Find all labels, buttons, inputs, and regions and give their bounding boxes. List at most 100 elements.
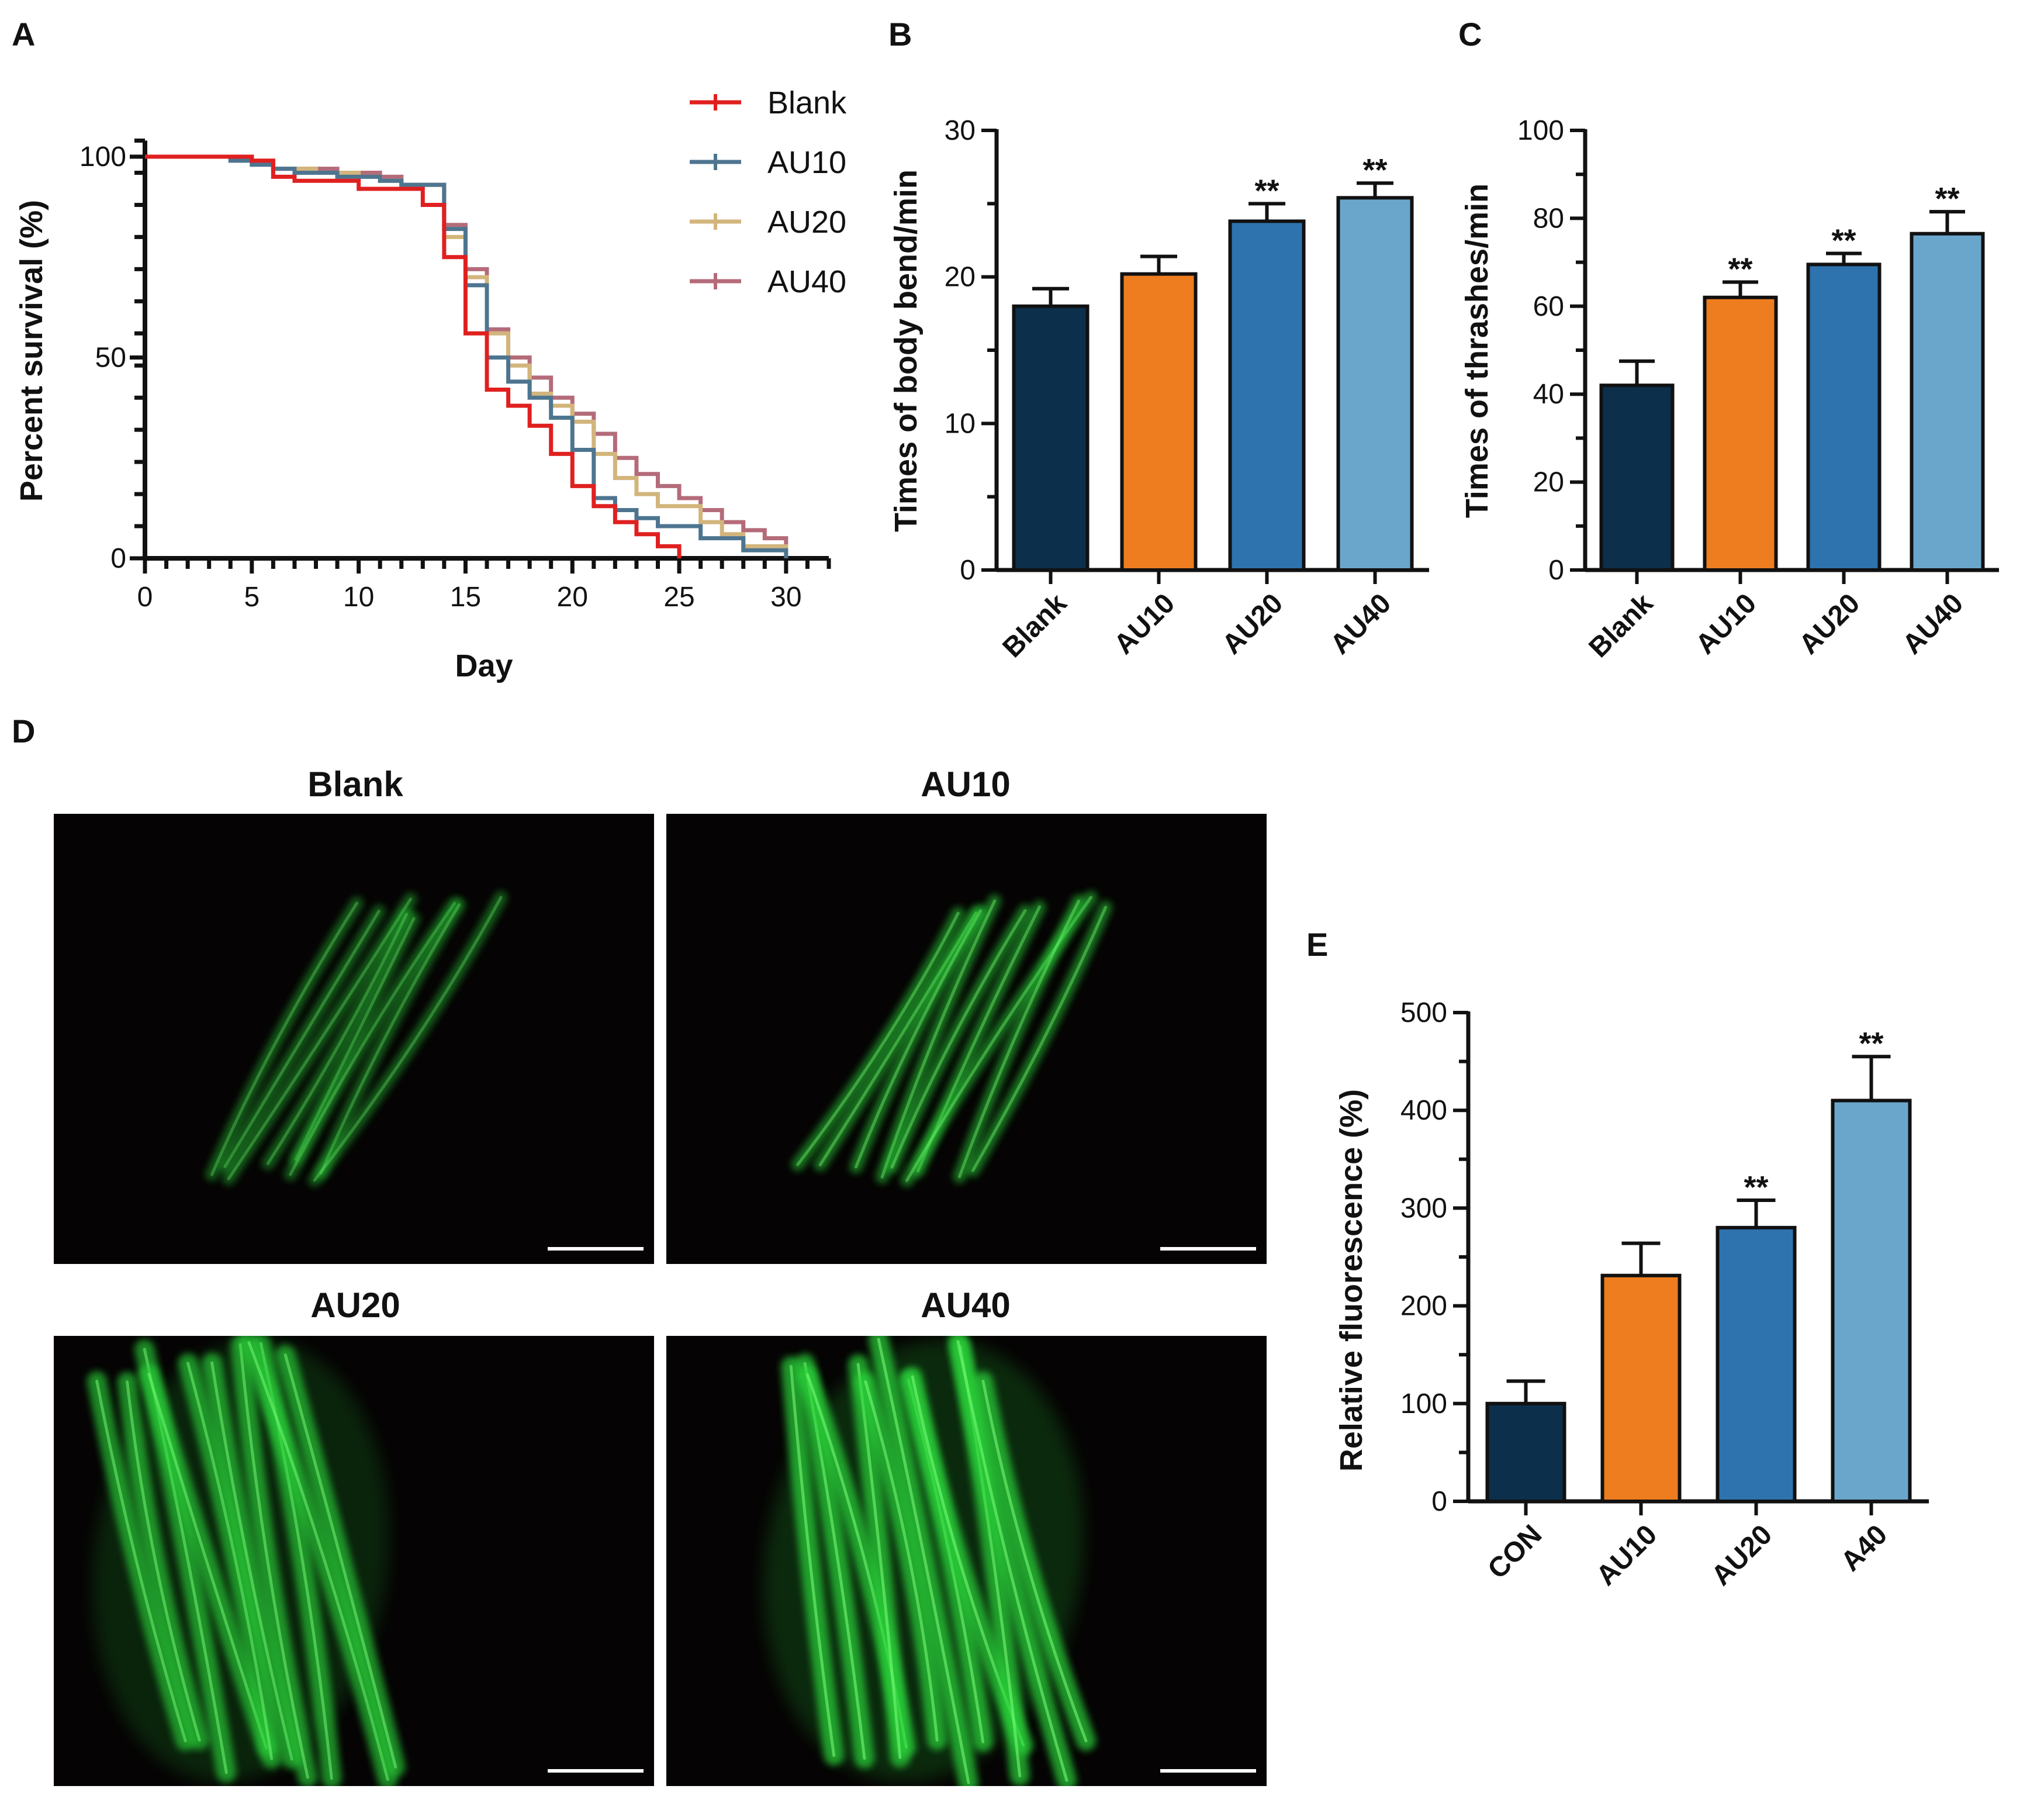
fluorescence-x-tick-label: AU10 [1590, 1519, 1663, 1591]
worm-edge [126, 1380, 201, 1742]
worm [283, 897, 461, 1181]
worm [791, 906, 965, 1172]
survival-y-tick-label: 100 [79, 141, 126, 172]
fluorescence-x-tick-label: CON [1482, 1519, 1548, 1585]
body-bend-y-tick-label: 0 [960, 555, 976, 586]
survival-x-tick-label: 20 [557, 582, 588, 613]
thrashes-x-tick-label: AU10 [1690, 588, 1762, 660]
worm-edge [247, 1341, 389, 1781]
worm [275, 1345, 406, 1777]
survival-y-tick-label: 50 [95, 343, 126, 374]
worm-cluster [763, 1336, 1097, 1786]
worm [87, 1371, 196, 1751]
relative-fluorescence-chart: 0 100 200 300 400 500 CON AU10 ** AU20 ** A40 Relat… [1334, 997, 1929, 1592]
worm [230, 1336, 318, 1786]
survival-x-axis-label: Day [455, 648, 513, 683]
thrashes-y-tick-label: 80 [1533, 203, 1564, 234]
thrashes-bar [1910, 232, 1985, 572]
thrashes-bar [1806, 262, 1882, 572]
worm [205, 896, 364, 1182]
worm-edge [957, 899, 1081, 1179]
micrograph-title-au20: AU20 [310, 1286, 400, 1325]
fluorescence-bar [1716, 1225, 1797, 1504]
survival-x-tick-label: 15 [450, 582, 481, 613]
micrograph-title-au40: AU40 [921, 1286, 1010, 1325]
fluorescence-y-tick-label: 300 [1400, 1193, 1447, 1224]
worm-edge [856, 1363, 902, 1759]
legend-label-au20: AU20 [767, 205, 846, 240]
worm [308, 891, 507, 1187]
micrograph-title-au10: AU10 [921, 765, 1010, 804]
worm-edge [864, 1380, 939, 1742]
micrograph-background [666, 814, 1267, 1264]
body-bend-x-tick-label: AU40 [1324, 588, 1397, 660]
worm-edge [283, 1353, 397, 1769]
body-bend-chart: 0 10 20 30 Blank AU10 ** AU20 ** AU40 Times of bo… [888, 115, 1429, 664]
micrograph-au20 [54, 1336, 654, 1786]
survival-line-blank [145, 154, 682, 558]
fluorescence-y-tick-label: 0 [1431, 1486, 1447, 1517]
legend-label-blank: Blank [767, 85, 847, 120]
fluorescence-significance: ** [1859, 1026, 1883, 1061]
panel-label-c: C [1458, 16, 1482, 53]
thrashes-y-tick-label: 20 [1533, 467, 1564, 498]
worm-edge [319, 903, 461, 1175]
worm [222, 892, 417, 1186]
thrashes-x-tick-label: Blank [1583, 588, 1659, 664]
fluorescence-y-tick-label: 200 [1400, 1291, 1447, 1322]
body-bend-x-tick-label: Blank [997, 588, 1073, 664]
body-bend-significance: ** [1362, 153, 1387, 188]
worm-edge [186, 1362, 274, 1760]
thrashes-x-tick-label: AU20 [1793, 588, 1866, 660]
worm-cluster [87, 1336, 406, 1786]
fluorescence-micrographs: Blank AU10 AU20 AU40 [54, 765, 1267, 1786]
worm-edge [877, 1338, 970, 1784]
survival-x-tick-label: 0 [137, 582, 153, 613]
worm-edge [210, 1361, 293, 1761]
panel-label-e: E [1306, 926, 1328, 963]
worm-edge [981, 1379, 1088, 1743]
panel-label-b: B [888, 16, 912, 53]
worm-edge [238, 1343, 309, 1779]
fluorescence-y-tick-label: 500 [1400, 997, 1447, 1028]
survival-y-tick-label: 0 [110, 543, 126, 574]
legend-label-au40: AU40 [767, 264, 846, 299]
body-bend-bar [1228, 219, 1306, 572]
panel-label-d: D [12, 713, 35, 749]
worm [314, 898, 466, 1180]
worm-edge [313, 896, 503, 1182]
micrograph-title-blank: Blank [307, 765, 403, 804]
survival-x-tick-label: 5 [244, 582, 260, 613]
body-bend-y-axis-label: Times of body bend/min [888, 170, 924, 532]
body-bend-y-tick-label: 10 [945, 408, 976, 439]
panel-label-a: A [12, 16, 35, 53]
body-bend-y-tick-label: 20 [945, 262, 976, 293]
fluorescence-x-tick-label: A40 [1835, 1519, 1894, 1577]
worm [849, 904, 987, 1174]
thrashes-significance: ** [1831, 223, 1856, 258]
worm-edge [971, 906, 1108, 1172]
thrashes-y-tick-label: 40 [1533, 379, 1564, 410]
thrashes-significance: ** [1935, 181, 1959, 216]
worm-edge [223, 910, 381, 1168]
worm-edge [796, 911, 960, 1166]
worm [202, 1353, 302, 1769]
fluorescence-bar [1485, 1401, 1566, 1504]
worm-edge [890, 909, 1027, 1169]
fluorescence-bar [1831, 1099, 1912, 1503]
worm [219, 904, 386, 1173]
thrashes-chart: 0 20 40 60 80 100 Blank ** AU10 ** AU20 ** AU40 Time… [1459, 115, 1999, 664]
survival-y-axis-label: Percent survival (%) [14, 200, 49, 502]
worm [261, 907, 413, 1170]
fluorescence-y-tick-label: 400 [1400, 1095, 1447, 1126]
worm-edge [880, 899, 997, 1179]
body-bend-significance: ** [1254, 173, 1279, 208]
thrashes-x-tick-label: AU40 [1897, 588, 1969, 660]
survival-line-au10 [145, 154, 788, 558]
survival-x-tick-label: 25 [663, 582, 694, 613]
thrashes-bar [1703, 295, 1778, 572]
worm [238, 1336, 398, 1786]
thrashes-bar [1599, 384, 1675, 572]
survival-x-tick-label: 30 [770, 582, 801, 613]
